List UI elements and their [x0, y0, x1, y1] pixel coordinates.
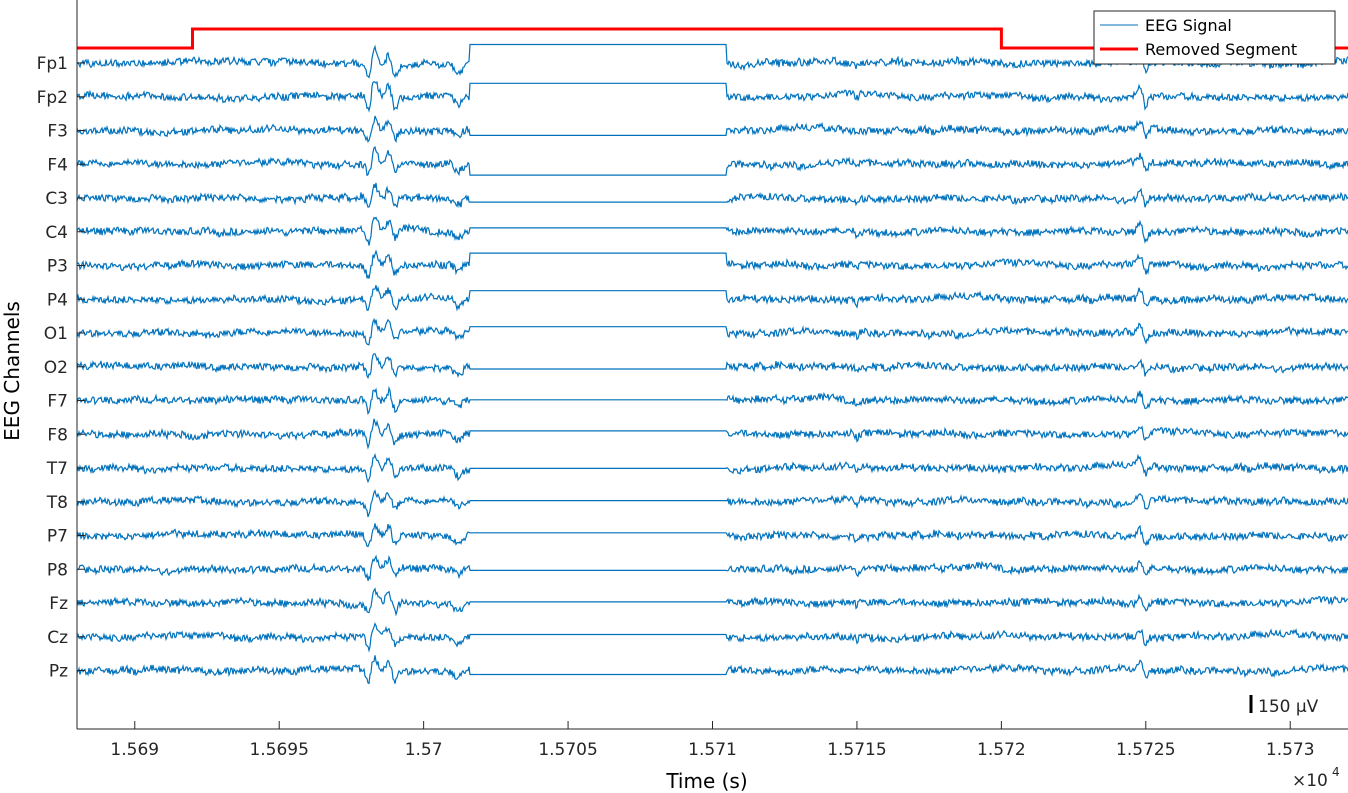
x-axis-title: Time (s) [665, 769, 747, 793]
eeg-trace-t7 [76, 452, 1348, 484]
eeg-trace-f4 [76, 146, 1348, 177]
y-tick-label-f7: F7 [47, 392, 68, 412]
eeg-trace-fz [76, 587, 1348, 617]
eeg-trace-fp2 [76, 80, 1348, 113]
scale-bar: 150 μV [1249, 695, 1319, 717]
x-tick-label-7: 1.5725 [1116, 740, 1175, 760]
y-tick-label-p8: P8 [47, 560, 68, 580]
eeg-trace-f7 [76, 385, 1348, 416]
y-tick-label-c3: C3 [45, 189, 68, 209]
legend-eeg-label: EEG Signal [1145, 16, 1232, 35]
y-tick-label-p7: P7 [47, 527, 68, 547]
eeg-trace-p4 [76, 285, 1348, 312]
y-tick-label-t8: T8 [46, 493, 68, 513]
eeg-trace-f3 [76, 115, 1348, 144]
eeg-trace-p7 [76, 523, 1348, 548]
x-tick-label-8: 1.573 [1266, 740, 1315, 760]
x-tick-label-3: 1.5705 [538, 740, 597, 760]
y-tick-label-p3: P3 [47, 257, 68, 277]
y-tick-label-pz: Pz [49, 662, 68, 682]
eeg-trace-o1 [76, 317, 1348, 346]
y-tick-label-o2: O2 [44, 358, 68, 378]
scale-bar-label: 150 μV [1258, 697, 1319, 717]
y-tick-label-p4: P4 [47, 290, 68, 310]
y-tick-label-fp1: Fp1 [37, 54, 68, 74]
y-tick-label-t7: T7 [46, 459, 68, 479]
eeg-trace-c3 [76, 182, 1348, 209]
y-axis-ticks: Fp1 Fp2 F3 F4 C3 C4 P3 P4 O1 O2 F7 F8 T7 T8 P7 P8 Fz Cz Pz [37, 54, 85, 682]
eeg-trace-f8 [76, 418, 1348, 450]
x-tick-label-0: 1.569 [110, 740, 159, 760]
x-tick-label-6: 1.572 [977, 740, 1026, 760]
eeg-trace-c4 [76, 216, 1348, 246]
legend: EEG Signal Removed Segment [1093, 10, 1336, 65]
eeg-trace-p3 [76, 249, 1348, 279]
x-tick-label-2: 1.57 [405, 740, 443, 760]
plot-area [76, 0, 1348, 730]
y-tick-label-fz: Fz [49, 594, 68, 614]
eeg-trace-pz [76, 655, 1348, 685]
y-tick-label-o1: O1 [44, 324, 68, 344]
legend-box [1093, 10, 1336, 65]
x-tick-label-1: 1.5695 [249, 740, 308, 760]
y-tick-label-cz: Cz [47, 628, 68, 648]
legend-removed-label: Removed Segment [1145, 40, 1297, 59]
x-tick-label-4: 1.571 [688, 740, 737, 760]
y-tick-label-fp2: Fp2 [37, 88, 68, 108]
x-exponent: ×10 4 [1292, 765, 1340, 791]
x-axis-ticks: 1.569 1.5695 1.57 1.5705 1.571 1.5715 1.572 1.5… [110, 721, 1315, 760]
x-exponent-power: 4 [1332, 765, 1340, 779]
eeg-trace-o2 [76, 353, 1348, 380]
y-tick-label-f3: F3 [47, 122, 68, 142]
eeg-trace-t8 [76, 489, 1348, 518]
y-tick-label-c4: C4 [45, 223, 68, 243]
eeg-trace-p8 [76, 554, 1348, 581]
y-tick-label-f4: F4 [47, 155, 68, 175]
eeg-trace-cz [76, 622, 1348, 653]
y-tick-label-f8: F8 [47, 425, 68, 445]
y-axis-title: EEG Channels [0, 301, 24, 441]
removed-segment-line [77, 27, 1348, 50]
x-tick-label-5: 1.5715 [827, 740, 886, 760]
x-exponent-base: ×10 [1292, 771, 1328, 791]
